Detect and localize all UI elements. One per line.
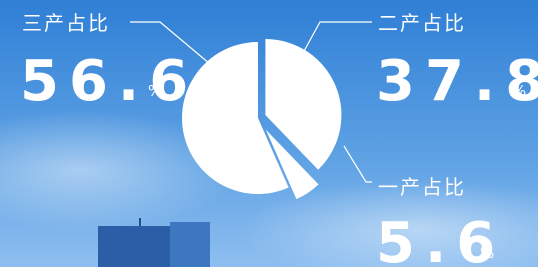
value-label: 56.6 bbox=[20, 49, 198, 114]
category-label: 一产占比 bbox=[378, 175, 466, 199]
unit-label: % bbox=[480, 244, 494, 262]
unit-label: % bbox=[512, 82, 526, 100]
category-label: 二产占比 bbox=[378, 11, 466, 35]
chart: 二产占比37.8%一产占比5.6%三产占比56.6% bbox=[0, 0, 538, 267]
category-label: 三产占比 bbox=[22, 11, 110, 35]
unit-label: % bbox=[148, 82, 162, 100]
